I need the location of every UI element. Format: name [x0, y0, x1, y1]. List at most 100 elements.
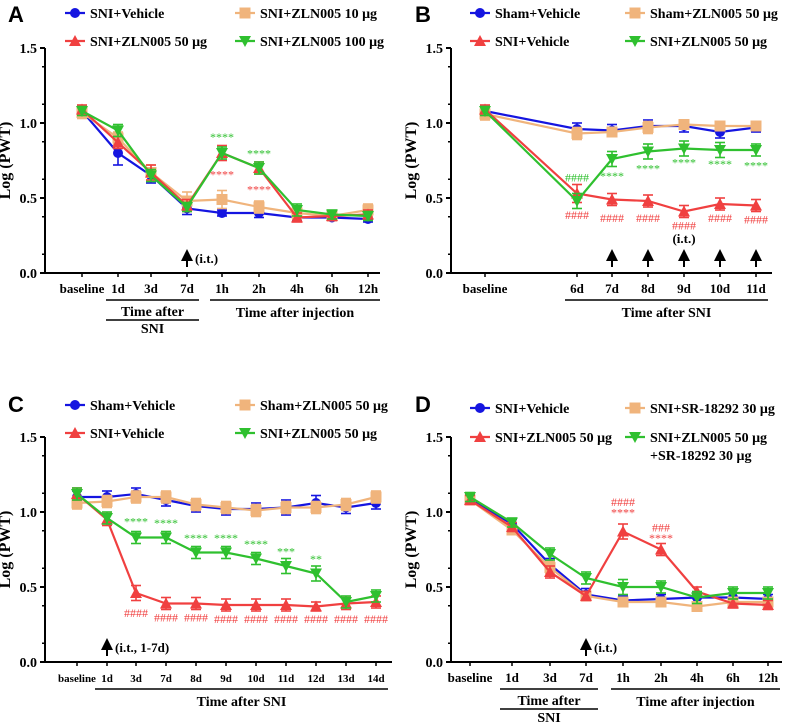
data-point-D: [762, 599, 774, 610]
legend-label-A: SNI+ZLN005 100 μg: [260, 35, 384, 50]
data-point-D: [464, 492, 476, 503]
data-point-C: [101, 513, 113, 524]
data-point-B: [606, 126, 618, 138]
x-tick-label-D: 6h: [726, 670, 741, 685]
x-tick-label-A: 2h: [252, 281, 267, 296]
data-point-C: [310, 568, 322, 580]
data-point-C: [190, 547, 202, 559]
data-point-D: [655, 582, 667, 593]
arrow-head-B: [606, 249, 618, 261]
data-point-C: [71, 489, 83, 500]
data-point-B: [571, 128, 583, 139]
data-point-C: [220, 599, 232, 610]
y-axis-title-C: Log (PWT): [0, 511, 14, 589]
sig-annotation-B: ####: [565, 171, 589, 185]
panel-letter-A: A: [8, 2, 24, 27]
x-tick-label-B: baseline: [463, 281, 508, 296]
y-tick-label-A: 0.5: [20, 192, 38, 207]
sig-annotation-A: ****: [210, 168, 234, 182]
data-point-C: [280, 502, 292, 513]
data-point-B: [714, 120, 726, 132]
data-point-C: [101, 496, 113, 507]
data-point-C: [250, 599, 262, 610]
data-point-B: [678, 205, 690, 217]
y-tick-label-D: 1.0: [426, 506, 444, 521]
x-tick-label-C: 12d: [307, 673, 324, 685]
data-point-C: [250, 505, 262, 516]
data-point-B: [750, 120, 762, 132]
y-tick-label-C: 0.5: [20, 581, 38, 596]
sig-annotation-C: ***: [277, 545, 295, 559]
data-point-B: [750, 199, 762, 211]
sig-annotation-D: ****: [649, 531, 673, 545]
legend-marker-D: [475, 403, 485, 413]
sig-annotation-C: ####: [304, 612, 328, 626]
data-point-A: [216, 148, 228, 159]
legend-label-D: SNI+ZLN005 50 μg: [495, 431, 612, 446]
y-tick-label-D: 1.5: [426, 431, 444, 446]
x-tick-label-B: 11d: [746, 281, 766, 296]
panel-letter-B: B: [415, 2, 431, 27]
sig-annotation-B: ****: [672, 156, 696, 170]
data-point-B: [642, 146, 654, 158]
sig-annotation-C: ****: [184, 531, 208, 545]
data-point-C: [310, 502, 322, 513]
x-tick-label-D: 2h: [654, 670, 669, 685]
sig-annotation-C: ****: [214, 531, 238, 545]
sig-annotation-C: ####: [244, 612, 268, 626]
data-point-A: [291, 211, 303, 223]
legend-marker-B: [475, 8, 485, 18]
x-tick-label-C: 3d: [130, 673, 142, 685]
legend-marker-A: [239, 7, 251, 19]
legend-label-D: SNI+SR-18292 30 μg: [650, 402, 775, 417]
y-axis-title-A: Log (PWT): [0, 122, 14, 200]
arrow-head-B: [714, 249, 726, 261]
data-point-B: [606, 193, 618, 205]
data-point-C: [310, 600, 322, 612]
legend-marker-C: [239, 399, 251, 411]
data-point-C: [130, 491, 142, 503]
group-label-A: Time after: [121, 305, 184, 320]
legend-marker-A: [239, 36, 251, 47]
legend-marker-B: [629, 36, 641, 47]
x-tick-label-C: 1d: [101, 673, 113, 685]
data-point-C: [160, 597, 172, 609]
x-tick-label-A: 1d: [111, 281, 126, 296]
data-point-C: [370, 591, 382, 602]
y-tick-label-B: 1.5: [426, 42, 444, 57]
legend-label-C: SNI+ZLN005 50 μg: [260, 427, 377, 442]
x-tick-label-A: 4h: [290, 281, 305, 296]
data-point-C: [190, 499, 202, 510]
data-point-A: [76, 106, 88, 117]
arrow-head-B: [678, 249, 690, 261]
arrow-head-C: [101, 638, 113, 650]
data-point-D: [727, 597, 739, 609]
x-tick-label-B: 7d: [605, 281, 620, 296]
legend-marker-C: [70, 400, 80, 410]
data-point-D: [762, 588, 774, 599]
legend-label-D: SNI+ZLN005 50 μg: [650, 431, 767, 446]
sig-annotation-A: ****: [247, 147, 271, 161]
x-tick-label-B: 10d: [710, 281, 731, 296]
group-label-B: Time after SNI: [622, 306, 712, 321]
legend-label-D: SNI+Vehicle: [495, 402, 569, 417]
data-point-D: [691, 592, 703, 604]
data-point-D: [544, 549, 556, 560]
data-point-D: [727, 588, 739, 599]
sig-annotation-A: ****: [210, 130, 234, 144]
y-tick-label-B: 1.0: [426, 117, 444, 132]
sig-annotation-C: **: [310, 552, 322, 566]
data-point-C: [130, 587, 142, 598]
x-tick-label-B: 6d: [570, 281, 585, 296]
x-tick-label-A: 1h: [215, 281, 230, 296]
data-point-A: [113, 148, 123, 158]
data-point-C: [280, 599, 292, 610]
arrow-head-A: [181, 249, 193, 261]
data-point-C: [160, 532, 172, 544]
legend-marker-B: [629, 7, 641, 19]
x-tick-label-D: 1h: [616, 670, 631, 685]
x-tick-label-A: baseline: [60, 281, 105, 296]
legend-label-B: SNI+Vehicle: [495, 35, 569, 50]
legend-label-A: SNI+ZLN005 10 μg: [260, 7, 377, 22]
data-point-C: [160, 491, 172, 503]
